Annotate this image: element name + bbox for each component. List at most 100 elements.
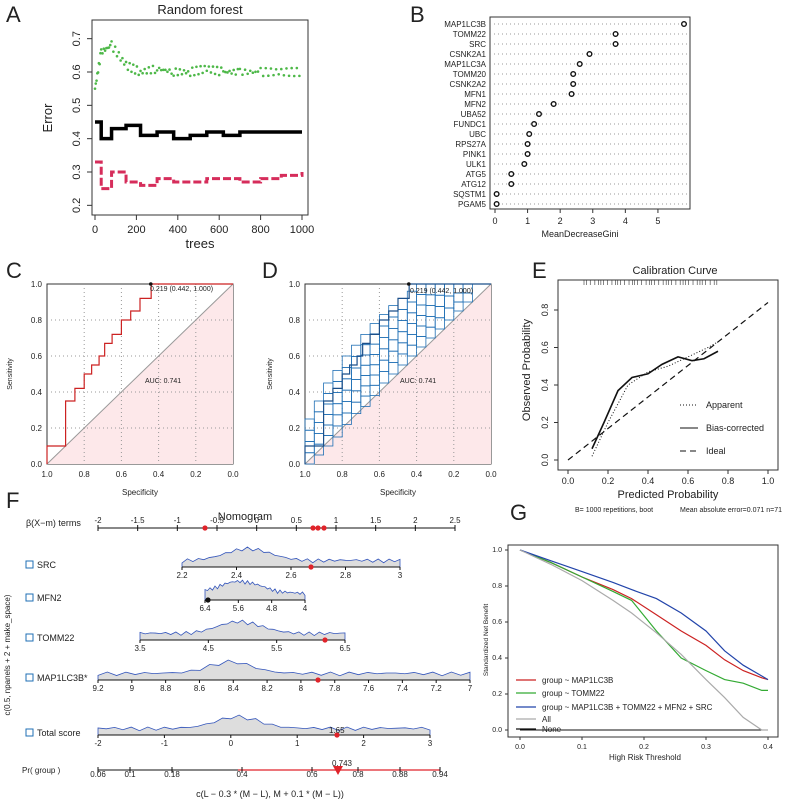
panel-a-series-point bbox=[241, 73, 244, 77]
panel-a-frame bbox=[91, 19, 309, 216]
panel-f-row-tick-label: 3 bbox=[428, 739, 433, 748]
panel-g-ytick-label: 0.4 bbox=[492, 655, 502, 662]
panel-a-series-point bbox=[188, 74, 192, 78]
panel-a-xtick-label: 400 bbox=[169, 224, 187, 236]
panel-d-annotation: 0.219 (0.442, 1.000) bbox=[410, 288, 473, 295]
panel-letter-f: F bbox=[6, 488, 19, 513]
panel-a-series-point bbox=[122, 63, 126, 66]
panel-f-beta-point bbox=[202, 525, 208, 531]
panel-f-row-point bbox=[205, 597, 211, 603]
panel-b-xtick-label: 4 bbox=[623, 216, 628, 226]
panel-f-beta-tick-label: 2 bbox=[413, 516, 418, 525]
panel-g-ytick-label: 0.8 bbox=[492, 583, 502, 590]
panel-f-row-density bbox=[139, 619, 346, 641]
panel-f-beta-tick-label: 0 bbox=[254, 516, 259, 525]
panel-g-legend-label: group ~ MAP1LC3B bbox=[542, 676, 613, 685]
panel-e-title: Calibration Curve bbox=[633, 265, 718, 277]
panel-a-ytick-label: 0.5 bbox=[71, 98, 83, 113]
panel-f-row-tick-label: 5.5 bbox=[271, 644, 283, 653]
panel-a-series-point bbox=[234, 73, 238, 76]
panel-b-row-label: SRC bbox=[469, 40, 486, 49]
panel-b-row-label: MAP1LC3B bbox=[444, 20, 486, 29]
panel-d-xtick-label: 1.0 bbox=[299, 470, 311, 479]
panel-a-series-point bbox=[259, 66, 262, 70]
panel-letter-a: A bbox=[6, 2, 21, 27]
panel-f-row-tick-label: 8.2 bbox=[262, 684, 274, 693]
panel-f-row-tick-label: 7.8 bbox=[329, 684, 341, 693]
panel-f-row-tick-label: 8 bbox=[299, 684, 304, 693]
panel-b-xtick-label: 2 bbox=[558, 216, 563, 226]
panel-b-row-label: MFN2 bbox=[464, 100, 486, 109]
panel-b-point bbox=[681, 21, 688, 28]
panel-g-legend-label: All bbox=[542, 715, 551, 724]
panel-a-xtick-label: 1000 bbox=[290, 224, 314, 236]
panel-letter-d: D bbox=[262, 258, 278, 283]
panel-f-row-tick-label: 2 bbox=[361, 739, 366, 748]
panel-b-point bbox=[535, 110, 542, 117]
panel-a-ytick-label: 0.7 bbox=[71, 31, 83, 46]
panel-f-plot: -2 -1.5 -1 -0.5 0 0.5 1 1.5 2 2.5 SRC 2.2 2.4 2.6 2.8 3… bbox=[25, 516, 473, 779]
panel-a-series-point bbox=[119, 59, 122, 62]
panel-f-row-point bbox=[334, 732, 340, 738]
panel-f-row-density bbox=[204, 579, 306, 601]
panel-b-frame bbox=[489, 16, 691, 210]
panel-a-ylabel: Error bbox=[40, 103, 55, 133]
panel-c-xtick-label: 0.2 bbox=[190, 470, 202, 479]
panel-a-series-point bbox=[295, 66, 299, 70]
panel-a-series-line bbox=[95, 120, 302, 141]
panel-e-xtick-label: 0.6 bbox=[682, 476, 695, 486]
panel-a-series-point bbox=[207, 65, 211, 68]
panel-a-series-point bbox=[224, 70, 227, 74]
panel-b-row-label: PINK1 bbox=[463, 150, 487, 159]
panel-a-title: Random forest bbox=[157, 2, 243, 17]
panel-g-xtick-label: 0.0 bbox=[515, 744, 525, 751]
panel-f-row-tick-label: 7.6 bbox=[363, 684, 375, 693]
panel-e-footnote-left: B= 1000 repetitions, boot bbox=[575, 507, 653, 514]
panel-c-threshold-point bbox=[148, 282, 153, 286]
panel-a-series-point bbox=[170, 72, 173, 75]
panel-f-row-point bbox=[322, 637, 328, 643]
panel-a-series-point bbox=[103, 49, 107, 52]
panel-b-row-label: RPS27A bbox=[455, 140, 486, 149]
panel-b-gini: MeanDecreaseGini MAP1LC3BTOMM22SRCCSNK2A… bbox=[444, 16, 691, 239]
panel-e-ideal-line bbox=[567, 302, 769, 461]
panel-g-dca: High Risk Threshold Standardized Net Ben… bbox=[483, 544, 779, 762]
panel-d-ytick-label: 0.8 bbox=[289, 316, 301, 325]
panel-c-xtick-label: 0.6 bbox=[116, 470, 128, 479]
panel-a-series-point bbox=[184, 71, 188, 75]
panel-a-ytick-label: 0.4 bbox=[71, 131, 83, 146]
panel-f-row-label: MAP1LC3B* bbox=[37, 673, 88, 683]
panel-e-ytick-label: 0.2 bbox=[540, 416, 550, 429]
panel-e-xtick-label: 1.0 bbox=[762, 476, 775, 486]
panel-f-row-checkbox bbox=[25, 633, 34, 642]
panel-a-series-point bbox=[139, 69, 142, 73]
panel-e-xtick-label: 0.2 bbox=[602, 476, 615, 486]
panel-a-series-point bbox=[93, 87, 97, 90]
panel-g-xtick-label: 0.3 bbox=[701, 744, 711, 751]
panel-a-series-point bbox=[195, 65, 198, 69]
panel-e-ytick-label: 0.4 bbox=[540, 379, 550, 392]
panel-f-row-label: SRC bbox=[37, 560, 57, 570]
panel-a-series bbox=[93, 40, 304, 191]
panel-b-point bbox=[568, 90, 575, 97]
panel-a-xtick-label: 800 bbox=[251, 224, 269, 236]
panel-a-series-point bbox=[287, 74, 291, 78]
panel-a-series-point bbox=[102, 47, 106, 50]
panel-a-series-point bbox=[133, 72, 137, 75]
panel-c-ylabel: Sensitivity bbox=[7, 358, 14, 390]
panel-g-legend-label: None bbox=[542, 725, 562, 734]
panel-g-plot: 0.0 0.1 0.2 0.3 0.4 0.0 0.2 0.4 0.6 0.8 1.0 group ~… bbox=[492, 547, 773, 751]
panel-f-beta-label: β(X−m) terms bbox=[26, 518, 81, 528]
panel-e-footnote-right: Mean absolute error=0.071 n=71 bbox=[680, 507, 782, 514]
panel-a-series-point bbox=[254, 70, 257, 74]
panel-a-series-point bbox=[159, 68, 163, 72]
panel-a-series-point bbox=[248, 69, 252, 73]
panel-a-series-point bbox=[174, 67, 178, 70]
panel-f-beta-tick-label: -1.5 bbox=[131, 516, 145, 525]
panel-c-xlabel: Specificity bbox=[122, 488, 158, 497]
panel-d-xtick-label: 0.4 bbox=[411, 470, 423, 479]
panel-f-beta-tick-label: -0.5 bbox=[210, 516, 224, 525]
panel-d-ytick-label: 1.0 bbox=[289, 280, 301, 289]
panel-a-series-point bbox=[176, 73, 180, 77]
panel-f-row-tick-label: -1 bbox=[161, 739, 169, 748]
